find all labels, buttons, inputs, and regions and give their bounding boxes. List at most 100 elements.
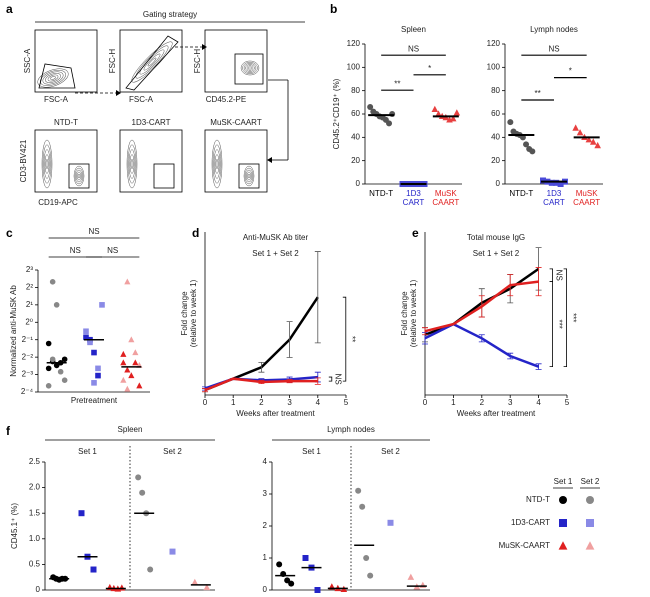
chart-title: Spleen xyxy=(118,425,143,434)
point xyxy=(53,302,60,308)
chart-title: Lymph nodes xyxy=(530,25,578,34)
bracket xyxy=(563,268,567,368)
set-label: Set 2 xyxy=(163,447,182,456)
annotation: * xyxy=(428,64,431,73)
point xyxy=(120,376,127,383)
x-tick-label: NTD-T xyxy=(509,189,534,198)
contour xyxy=(76,171,82,181)
contour xyxy=(127,144,137,184)
flow-title: NTD-T xyxy=(54,118,78,127)
point xyxy=(90,566,97,573)
contour xyxy=(246,171,252,181)
point xyxy=(559,519,567,527)
gate xyxy=(234,53,264,85)
panel-label: d xyxy=(192,226,199,240)
y-tick-label: 2.5 xyxy=(29,457,41,466)
error-bar xyxy=(286,321,293,358)
gate xyxy=(153,163,175,189)
annotation: NS xyxy=(408,44,419,53)
point xyxy=(314,587,321,593)
y-tick-label: 20 xyxy=(351,156,360,165)
x-tick-label: 2 xyxy=(480,398,485,407)
y-tick-label: 2² xyxy=(26,283,33,292)
point xyxy=(61,377,68,383)
point xyxy=(572,124,579,131)
x-tick-label: 4 xyxy=(316,398,321,407)
contour xyxy=(43,149,51,179)
point xyxy=(548,179,555,186)
gate xyxy=(38,63,76,89)
point xyxy=(83,334,89,341)
error-bar xyxy=(478,334,485,343)
contour xyxy=(75,169,83,183)
x-tick-label: 3 xyxy=(287,398,292,407)
error-bar xyxy=(314,377,321,385)
x-tick-label: 1D3 CART xyxy=(543,189,565,207)
point xyxy=(132,349,139,356)
x-tick-label: 1 xyxy=(451,398,456,407)
contour xyxy=(243,63,257,73)
error-bar xyxy=(258,362,265,373)
panel-label: f xyxy=(6,424,11,438)
contour xyxy=(247,173,251,179)
y-tick-label: 20 xyxy=(491,156,500,165)
y-label: CD45.1⁺ (%) xyxy=(10,503,19,549)
flow-x-label: FSC-A xyxy=(44,95,69,104)
point xyxy=(576,129,584,136)
x-label: Weeks after treatment xyxy=(236,409,315,418)
legend-label: MuSK-CAART xyxy=(499,541,551,550)
contour xyxy=(50,76,56,80)
contour xyxy=(41,139,53,189)
y-tick-label: 100 xyxy=(487,62,501,71)
point xyxy=(78,510,85,517)
x-tick-label: MuSK CAART xyxy=(573,189,601,207)
y-tick-label: 1 xyxy=(263,553,268,562)
gate xyxy=(68,163,90,189)
contour xyxy=(77,173,81,179)
point xyxy=(120,359,127,366)
flow-title: 1D3-CART xyxy=(132,118,171,127)
point xyxy=(449,115,457,122)
point xyxy=(589,138,597,145)
x-tick-label: 3 xyxy=(508,398,513,407)
panel-label: b xyxy=(330,2,337,16)
chart-title: Total mouse IgG xyxy=(467,233,525,242)
y-label: Fold change xyxy=(400,291,409,336)
annotation: * xyxy=(569,67,572,76)
point xyxy=(435,110,442,117)
point xyxy=(585,541,595,550)
error-bar xyxy=(507,352,514,360)
legend-label: 1D3-CART xyxy=(511,518,550,527)
annotation: NS xyxy=(548,44,559,53)
point xyxy=(87,339,93,346)
error-bar xyxy=(286,379,293,384)
point xyxy=(431,105,439,113)
y-tick-label: 1.0 xyxy=(29,534,41,543)
chart-subtitle: Set 1 + Set 2 xyxy=(252,249,299,258)
x-tick-label: MuSK CAART xyxy=(432,189,460,207)
bracket xyxy=(549,281,553,368)
chart-title: Anti-MuSK Ab titer xyxy=(243,233,309,242)
point xyxy=(95,372,101,379)
contour xyxy=(73,165,85,187)
y-tick-label: 0 xyxy=(496,179,501,188)
flow-x-label: CD19-APC xyxy=(38,198,78,207)
y-tick-label: 3 xyxy=(263,489,268,498)
contour xyxy=(128,149,136,179)
contour xyxy=(45,158,49,170)
contour xyxy=(135,45,169,79)
contour xyxy=(245,64,255,72)
point xyxy=(288,580,295,587)
contour xyxy=(212,144,222,184)
x-tick-label: 1 xyxy=(231,398,236,407)
error-bar xyxy=(422,327,428,336)
flow-x-label: FSC-A xyxy=(129,95,154,104)
contour xyxy=(243,165,255,187)
contour xyxy=(45,73,61,83)
x-tick-label: 0 xyxy=(203,398,208,407)
y-tick-label: 100 xyxy=(347,62,361,71)
gating-title: Gating strategy xyxy=(143,10,197,19)
annotation: NS xyxy=(107,246,118,255)
point xyxy=(169,548,176,555)
contour xyxy=(244,167,254,185)
